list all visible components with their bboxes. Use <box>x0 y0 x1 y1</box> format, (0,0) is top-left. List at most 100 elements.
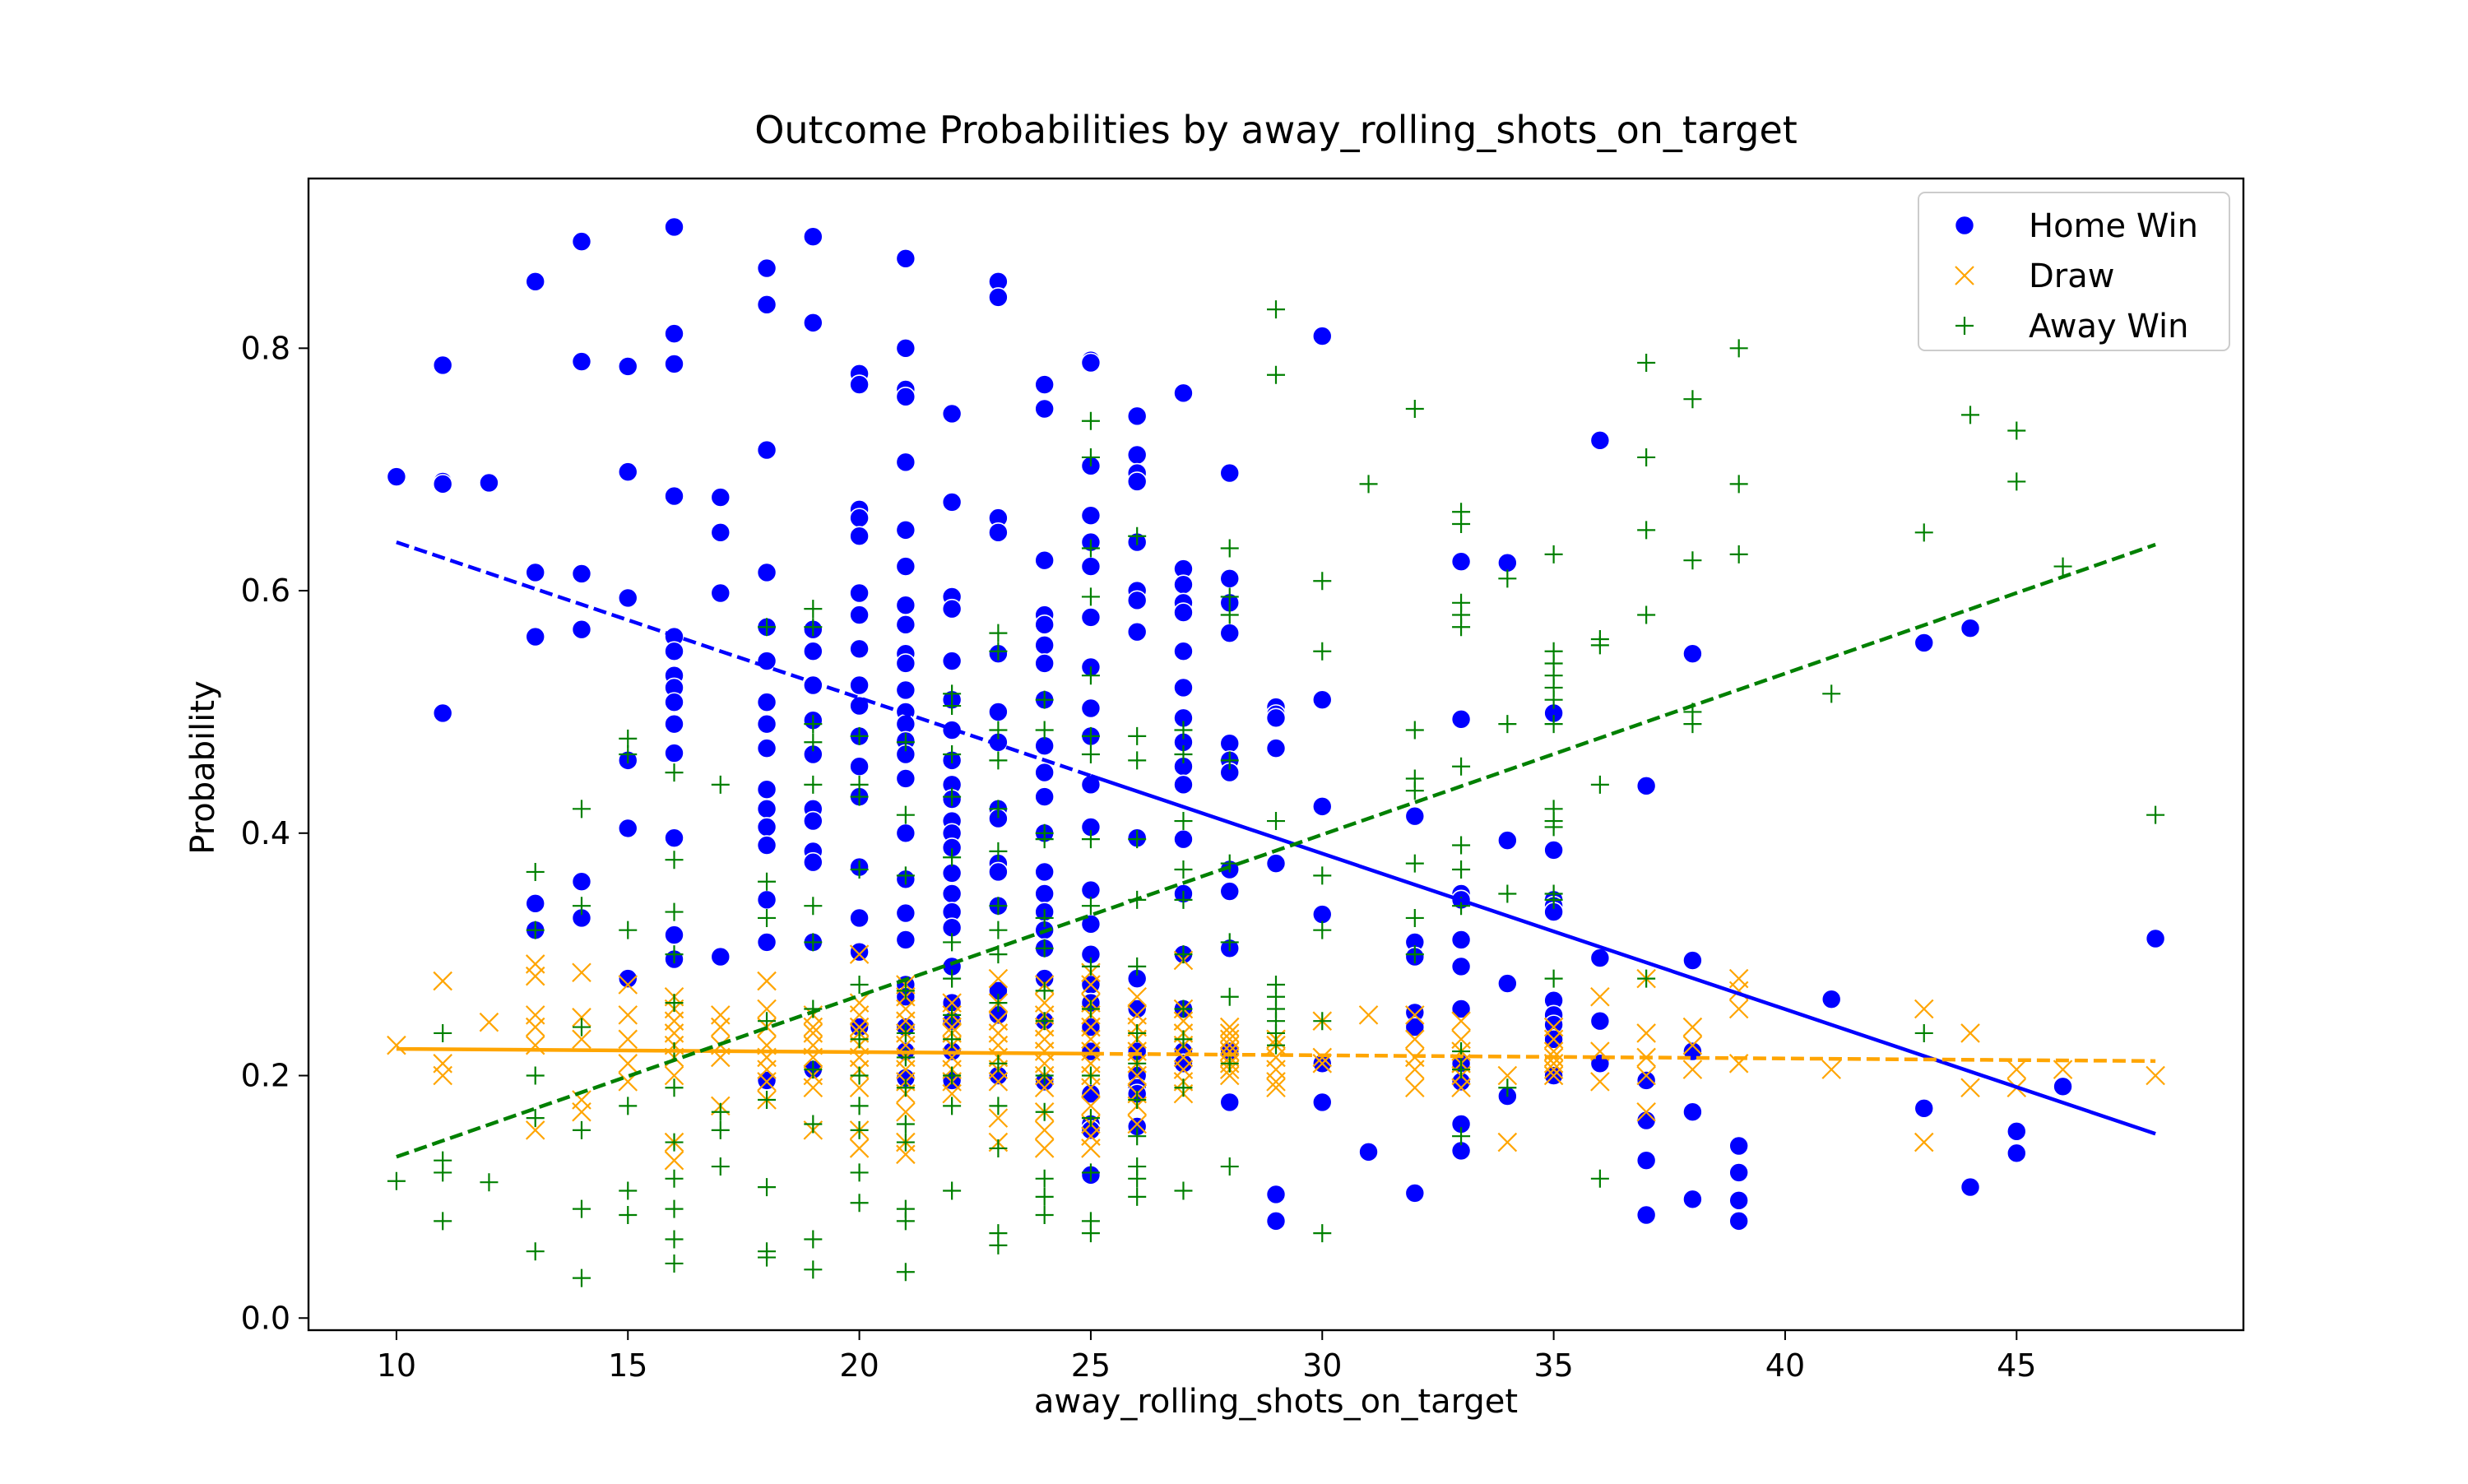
data-point <box>989 642 1008 661</box>
data-point <box>571 351 592 372</box>
y-tick-label: 0.4 <box>241 815 290 851</box>
data-point <box>1034 786 1055 807</box>
data-point <box>1405 721 1424 740</box>
data-point <box>434 1212 452 1231</box>
data-point <box>1126 444 1148 466</box>
data-point <box>1311 796 1333 817</box>
data-point <box>896 805 915 824</box>
data-point <box>1266 1072 1286 1092</box>
data-point <box>1313 1012 1332 1031</box>
data-point <box>1081 1224 1100 1243</box>
data-point <box>1405 1005 1425 1025</box>
data-point <box>1219 1092 1241 1113</box>
data-point <box>619 1181 638 1200</box>
data-point <box>1081 1163 1100 1182</box>
data-point <box>1081 539 1100 558</box>
data-point <box>618 1029 638 1050</box>
series-home-win <box>386 216 2166 1231</box>
data-point <box>525 1017 545 1037</box>
data-point <box>1174 1078 1193 1097</box>
data-point <box>895 653 916 674</box>
data-point <box>572 897 591 916</box>
data-point <box>756 835 777 856</box>
data-point <box>1126 590 1148 611</box>
data-point <box>804 1115 823 1134</box>
data-point <box>2145 928 2166 949</box>
data-point <box>1035 939 1054 958</box>
data-point <box>2007 472 2026 491</box>
data-point <box>1034 1120 1055 1140</box>
data-point <box>989 897 1008 916</box>
data-point <box>1544 715 1563 734</box>
data-point <box>434 1163 452 1182</box>
data-point <box>664 354 684 374</box>
data-point <box>988 861 1009 883</box>
data-point <box>1452 618 1471 637</box>
data-point <box>804 1060 823 1079</box>
data-point <box>1035 1187 1054 1206</box>
data-point <box>1128 526 1147 545</box>
x-tick-label: 45 <box>1997 1347 2036 1384</box>
data-point <box>1404 1017 1426 1037</box>
data-point <box>896 1078 915 1097</box>
data-point <box>803 1078 823 1098</box>
data-point <box>896 1212 915 1231</box>
data-point <box>895 614 916 635</box>
data-point <box>1960 1078 1980 1098</box>
data-point <box>849 675 870 696</box>
data-point <box>432 703 453 724</box>
data-point <box>1589 1010 1611 1032</box>
data-point <box>1035 1066 1054 1085</box>
data-point <box>1312 1054 1333 1074</box>
data-point <box>1544 969 1563 988</box>
data-point <box>1220 539 1239 558</box>
data-point <box>665 1254 684 1273</box>
data-point <box>2146 805 2165 824</box>
data-point <box>665 945 684 964</box>
data-point <box>1313 1224 1332 1243</box>
data-point <box>1080 698 1102 719</box>
data-point <box>1220 751 1239 770</box>
data-point <box>572 962 591 983</box>
data-point <box>526 1242 545 1261</box>
data-point <box>1497 1065 1518 1086</box>
data-point <box>1405 1060 1425 1079</box>
data-point <box>525 271 546 292</box>
data-point <box>1498 569 1517 588</box>
data-point <box>895 768 916 789</box>
data-point <box>1128 957 1147 976</box>
data-point <box>664 216 684 238</box>
data-point <box>2007 421 2026 440</box>
data-point <box>850 1194 869 1213</box>
data-point <box>804 733 823 752</box>
data-point <box>1265 853 1287 874</box>
data-point <box>756 799 777 819</box>
data-point <box>896 1101 916 1122</box>
data-point <box>1683 715 1702 734</box>
data-point <box>618 975 638 995</box>
data-point <box>480 1173 499 1192</box>
data-point <box>2053 1060 2073 1079</box>
trendline-away-win <box>396 542 2156 1159</box>
data-point <box>664 713 684 735</box>
data-point <box>618 1054 638 1074</box>
data-point <box>1590 986 1610 1007</box>
data-point <box>895 556 916 577</box>
data-point <box>665 1230 684 1249</box>
data-point <box>803 810 823 832</box>
data-point <box>664 828 684 848</box>
data-point <box>1034 635 1055 656</box>
data-point <box>479 1012 499 1032</box>
data-point <box>1219 1065 1240 1086</box>
data-point <box>1081 975 1101 995</box>
data-point <box>1174 745 1193 763</box>
data-point <box>942 1017 962 1037</box>
data-point <box>1636 1101 1656 1122</box>
data-point <box>1590 636 1609 655</box>
data-point <box>1682 1101 1703 1123</box>
data-point <box>1035 981 1054 1000</box>
data-point <box>989 842 1008 860</box>
data-point <box>1914 523 1933 542</box>
data-point <box>1128 1127 1147 1146</box>
x-tick-label: 20 <box>839 1347 879 1384</box>
